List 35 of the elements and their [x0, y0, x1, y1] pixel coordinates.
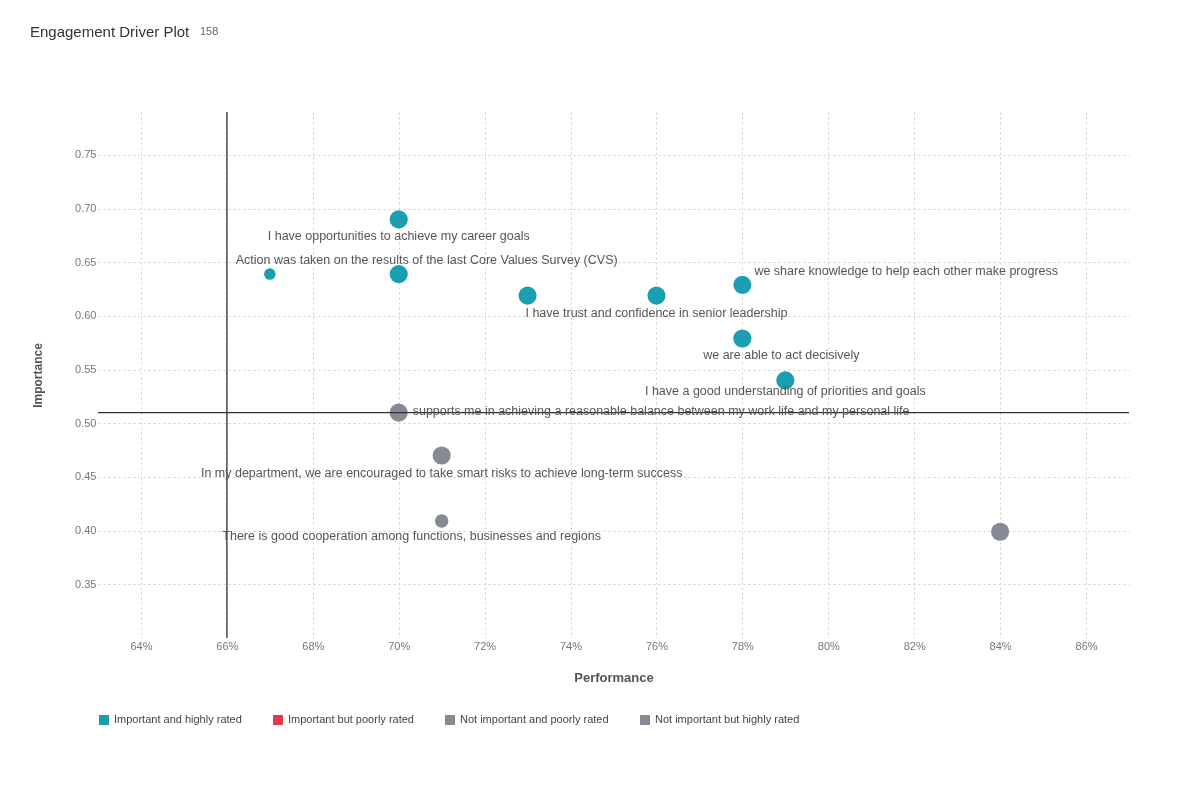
- x-tick-label: 82%: [903, 639, 926, 652]
- annotation: I have a good understanding of priorities and goals: [644, 384, 926, 399]
- x-tick-label: 78%: [731, 639, 755, 652]
- chart-title: Engagement Driver Plot: [30, 23, 191, 40]
- x-tick-label: 66%: [216, 639, 239, 652]
- x-tick-label: 72%: [474, 639, 497, 652]
- y-tick-label: 0.75: [75, 148, 97, 161]
- y-tick-label: 0.45: [75, 470, 97, 483]
- text: 158: [200, 25, 219, 37]
- legend-label: Not important but highly rated: [655, 713, 800, 725]
- x-tick-label: 68%: [302, 639, 325, 652]
- annotation: we are able to act decisively: [702, 347, 861, 362]
- x-tick-label: 74%: [560, 639, 583, 652]
- legend-label: Not important and poorly rated: [460, 713, 609, 725]
- x-tick-label: 76%: [645, 639, 669, 652]
- x-tick-label: 70%: [388, 639, 411, 652]
- y-tick-label: 0.40: [75, 524, 97, 537]
- x-tick-label: 86%: [1075, 639, 1098, 652]
- y-tick-label: 0.65: [75, 255, 97, 268]
- x-tick-label: 84%: [989, 639, 1012, 652]
- y-tick-label: 0.60: [75, 309, 97, 322]
- y-tick-label: 0.35: [75, 577, 97, 590]
- y-tick-label: 0.70: [75, 202, 97, 215]
- annotation: I have opportunities to achieve my career goals: [267, 229, 530, 244]
- legend-label: Important but poorly rated: [288, 713, 414, 725]
- x-axis-title: Performance: [574, 669, 654, 685]
- y-axis-title: Importance: [31, 342, 46, 408]
- legend-label: Important and highly rated: [114, 713, 242, 725]
- annotation: I have trust and confidence in senior leadership: [525, 305, 788, 320]
- y-tick-label: 0.50: [75, 416, 97, 429]
- y-tick-label: 0.55: [75, 363, 97, 376]
- x-tick-label: 80%: [817, 639, 841, 652]
- x-tick-label: 64%: [130, 639, 153, 652]
- annotation: Action was taken on the results of the last Core Values Survey (CVS): [235, 253, 618, 268]
- annotation: we share knowledge to help each other make progress: [753, 263, 1059, 278]
